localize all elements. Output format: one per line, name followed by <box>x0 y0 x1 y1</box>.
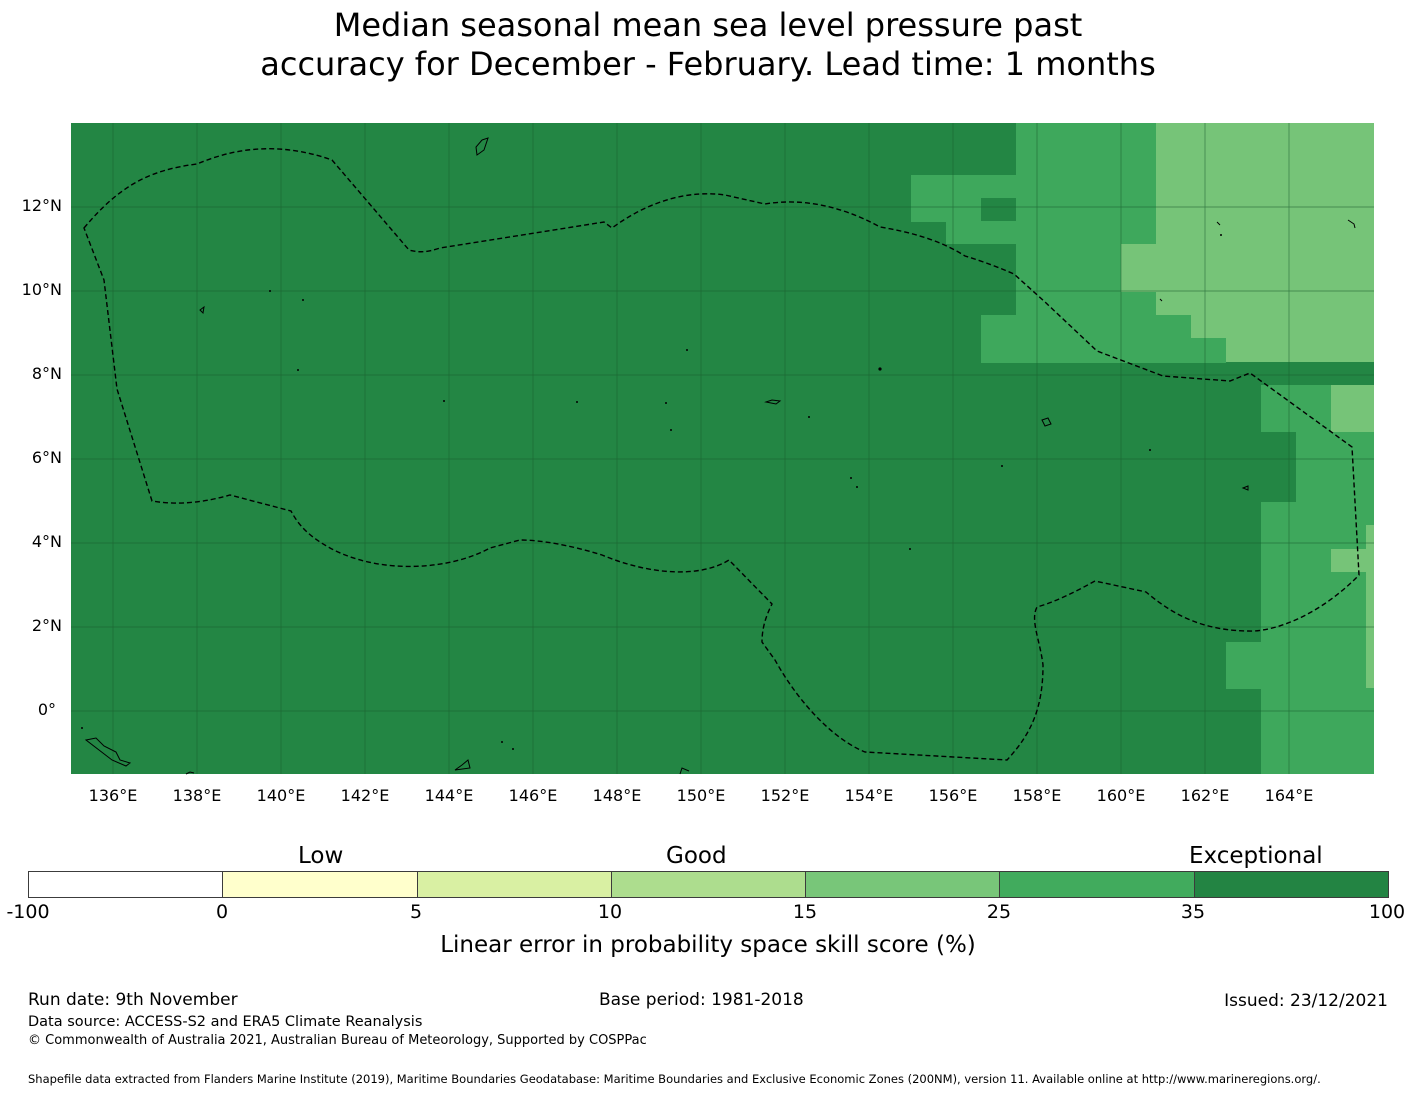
legend-tick: -100 <box>6 901 50 923</box>
colorbar-bin <box>1193 871 1389 898</box>
skill-cell <box>1051 123 1156 128</box>
colorbar-bin <box>28 871 224 898</box>
lon-label-150e: 150°E <box>676 786 726 805</box>
copyright: © Commonwealth of Australia 2021, Austra… <box>28 1033 647 1048</box>
skill-cell <box>1296 432 1374 502</box>
skill-cell-exceptional <box>981 198 1016 221</box>
islands <box>84 137 1356 775</box>
lat-label-0: 0° <box>37 700 56 719</box>
lon-label-164e: 164°E <box>1264 786 1314 805</box>
lat-label-10n: 10°N <box>21 280 62 299</box>
atoll-dots <box>81 234 1222 750</box>
lat-label-8n: 8°N <box>31 364 62 383</box>
lon-label-154e: 154°E <box>844 786 894 805</box>
legend-tick: 5 <box>409 901 423 923</box>
moderate-skill-cells <box>911 123 1374 774</box>
lon-label-156e: 156°E <box>928 786 978 805</box>
guam-island <box>475 137 489 156</box>
lat-label-6n: 6°N <box>31 448 62 467</box>
island <box>199 305 205 315</box>
skill-cell <box>1331 385 1374 432</box>
skill-cell <box>1226 642 1374 689</box>
skill-cell <box>946 221 1016 244</box>
legend-axis-label: Linear error in probability space skill … <box>440 932 976 958</box>
map-title-line-2: accuracy for December - February. Lead t… <box>260 45 1156 83</box>
skill-cell <box>981 315 1016 363</box>
colorbar-bin <box>805 871 1001 898</box>
lon-label-138e: 138°E <box>172 786 222 805</box>
lon-label-162e: 162°E <box>1180 786 1230 805</box>
chuuk-islands <box>764 399 782 405</box>
lon-label-158e: 158°E <box>1012 786 1062 805</box>
colorbar-bin <box>222 871 418 898</box>
skill-cell <box>1226 338 1374 362</box>
legend-category-exceptional: Exceptional <box>1189 843 1323 869</box>
kosrae-island <box>1241 485 1249 491</box>
colorbar-bin <box>610 871 807 898</box>
lat-label-4n: 4°N <box>31 532 62 551</box>
island <box>679 767 690 775</box>
lon-label-144e: 144°E <box>424 786 474 805</box>
lat-label-2n: 2°N <box>31 616 62 635</box>
legend-category-good: Good <box>666 843 727 869</box>
pohnpei-island <box>1041 417 1052 427</box>
lon-label-148e: 148°E <box>592 786 642 805</box>
skill-cell <box>1156 123 1374 315</box>
graticule <box>71 123 1374 774</box>
legend-tick: 0 <box>215 901 229 923</box>
island <box>1347 219 1356 229</box>
legend-category-low: Low <box>298 843 344 869</box>
base-period: Base period: 1981-2018 <box>599 990 804 1010</box>
legend-tick: 15 <box>792 901 818 923</box>
island <box>1216 221 1221 226</box>
lon-label-136e: 136°E <box>88 786 138 805</box>
lon-label-142e: 142°E <box>340 786 390 805</box>
lat-label-12n: 12°N <box>21 196 62 215</box>
colorbar-bin <box>999 871 1195 898</box>
colorbar-bin <box>416 871 612 898</box>
map-title-line-1: Median seasonal mean sea level pressure … <box>333 6 1083 44</box>
legend-tick: 25 <box>986 901 1012 923</box>
skill-cell <box>1121 244 1156 292</box>
skill-cell <box>1191 315 1374 338</box>
island <box>185 771 195 775</box>
skill-cell <box>1016 123 1156 363</box>
lon-label-140e: 140°E <box>256 786 306 805</box>
legend-tick: 10 <box>597 901 623 923</box>
data-source: Data source: ACCESS-S2 and ERA5 Climate … <box>28 1014 423 1030</box>
island <box>1159 298 1163 302</box>
skill-cell <box>1261 689 1374 774</box>
run-date: Run date: 9th November <box>28 990 238 1010</box>
legend-tick: 100 <box>1368 901 1406 923</box>
legend-tick: 35 <box>1180 901 1206 923</box>
island <box>454 759 471 771</box>
skill-cell <box>1366 525 1374 688</box>
lon-label-160e: 160°E <box>1096 786 1146 805</box>
lon-label-146e: 146°E <box>508 786 558 805</box>
new-guinea-coast <box>84 737 132 767</box>
issued-date: Issued: 23/12/2021 <box>1224 991 1388 1011</box>
skill-cell <box>1331 549 1366 572</box>
shapefile-credit: Shapefile data extracted from Flanders M… <box>28 1072 1321 1086</box>
good-skill-cells <box>1121 123 1374 688</box>
lon-label-152e: 152°E <box>760 786 810 805</box>
